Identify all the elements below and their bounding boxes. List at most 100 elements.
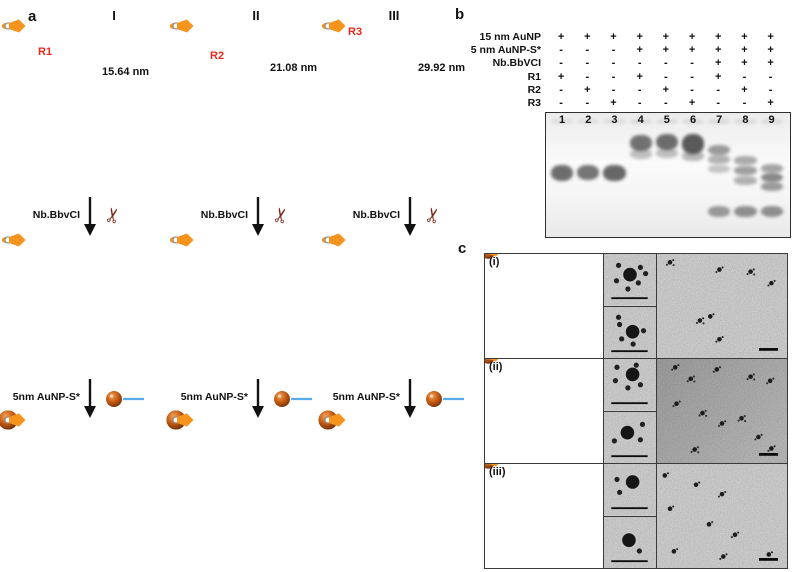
tem-dot-cluster	[697, 318, 703, 323]
tem-dot-cluster	[672, 365, 678, 370]
tem-satellite-dot	[625, 385, 631, 391]
arm-arrow-icon	[329, 413, 346, 427]
schematic-assembled-mini	[485, 359, 499, 364]
plus-minus-cell: -	[690, 57, 694, 70]
lane-number: 1	[559, 114, 566, 126]
scissors-icon: ✂	[269, 205, 295, 227]
reaction-step-label: 5nm AuNP-S*	[12, 391, 80, 403]
schematic-initial	[322, 19, 346, 33]
tem-dot-cluster	[692, 447, 697, 452]
tem-satellite-dot	[614, 476, 620, 483]
plus-minus-cell: +	[688, 96, 696, 109]
tem-dot-cluster	[708, 314, 713, 319]
plus-minus-cell: +	[767, 57, 774, 70]
arrow-down-icon	[404, 197, 416, 236]
gel-band	[577, 165, 600, 180]
gel-band	[681, 134, 705, 154]
tem-dot-cluster	[739, 415, 744, 421]
tem-closeup	[604, 359, 656, 411]
gel-band	[734, 166, 757, 175]
plus-minus-cell: -	[637, 83, 642, 96]
scale-bar	[611, 559, 648, 562]
tem-dot-cluster	[667, 506, 673, 512]
tem-closeup	[604, 306, 656, 358]
tem-satellite-dot	[637, 264, 643, 271]
tem-dot-cluster	[769, 446, 774, 451]
lane-number: 4	[637, 114, 644, 126]
arm-length-label: 29.92 nm	[418, 62, 466, 74]
tem-closeup-image	[604, 359, 656, 411]
scale-bar	[611, 402, 648, 405]
aunp-5nm-icon	[426, 391, 464, 407]
plus-minus-cell: +	[741, 83, 748, 96]
tem-dot-cluster	[693, 482, 699, 488]
gel-band	[577, 119, 600, 125]
plus-minus-cell: +	[767, 96, 774, 109]
arm-arrow-icon	[9, 19, 26, 33]
scissors-icon: ✂	[421, 205, 447, 227]
plus-minus-cell: -	[664, 57, 668, 70]
gel-lane: 8	[732, 113, 758, 237]
tem-field-cell	[657, 464, 787, 568]
tem-dot-cluster	[717, 267, 722, 272]
tem-dot-cluster	[700, 410, 705, 416]
plus-minus-cell: -	[664, 96, 668, 109]
tem-satellite-dot	[612, 378, 619, 384]
tem-closeup-image	[604, 411, 656, 463]
gel-band	[734, 119, 757, 125]
schematic-assembled	[166, 410, 194, 430]
panel-a-column-i: I R1 15.64 nm Nb.BbvCI ✂ 5nm AuNP-S*	[0, 0, 168, 572]
schematic-cell: (ii)	[485, 359, 603, 463]
reaction-step-label: Nb.BbvCI	[352, 209, 400, 221]
reaction-step: 5nm AuNP-S*	[8, 378, 168, 418]
structure-numeral: III	[388, 8, 400, 23]
tem-satellite-dot	[617, 321, 623, 327]
schematic-assembled-mini	[485, 464, 499, 469]
plus-minus-cell: +	[636, 70, 643, 83]
tem-satellite-dot	[615, 314, 622, 320]
tem-field-image	[657, 464, 787, 568]
plus-minus-cell: -	[611, 70, 616, 83]
gel-lane: 2	[575, 113, 601, 237]
plus-minus-cell: +	[662, 44, 670, 57]
gel-band	[708, 206, 731, 218]
tem-closeup-cell	[604, 464, 656, 568]
arrow-down-icon	[84, 379, 96, 418]
tem-satellite-dot	[637, 382, 643, 388]
plus-minus-cell: -	[664, 70, 668, 83]
tem-closeup-stack	[604, 359, 656, 463]
tem-dot-cluster	[748, 374, 753, 379]
tem-closeup	[604, 411, 656, 463]
structure-numeral: I	[112, 8, 116, 23]
tem-dot-cluster	[748, 269, 753, 274]
plus-minus-cell: +	[688, 44, 696, 57]
plus-minus-cell: +	[636, 31, 643, 43]
table-row-label: R3	[527, 96, 541, 109]
schematic-nicked	[322, 233, 346, 247]
gel-band	[551, 165, 574, 182]
plus-minus-cell: -	[585, 57, 590, 70]
plus-minus-cell: +	[741, 44, 748, 57]
gel-band	[708, 145, 731, 156]
panel-b-table: 15 nm AuNP + + + + + + + + +5 nm AuNP-S* - - - + + + + + +…	[452, 31, 784, 110]
gel-band	[655, 147, 678, 158]
gel-band	[629, 119, 652, 125]
gel-band	[760, 119, 783, 125]
aunp-5nm-icon	[274, 391, 312, 407]
tem-closeup-image	[604, 254, 656, 306]
arrow-down-icon	[404, 379, 416, 418]
table-row-label: R1	[527, 70, 541, 83]
schematic-nicked	[2, 233, 26, 247]
arm-arrow-icon	[9, 233, 26, 247]
gel-band	[760, 163, 783, 173]
tem-closeup-cell	[604, 254, 656, 358]
panel-a-column-iii: III R3 29.92 nm Nb.BbvCI ✂ 5nm AuNP-S*	[318, 0, 488, 572]
tem-satellite-dot	[640, 327, 647, 333]
tem-satellite-dot	[613, 278, 620, 284]
arm-arrow-icon	[488, 359, 499, 362]
tem-field-cell	[657, 254, 787, 358]
subpanel-label: (iii)	[489, 466, 506, 478]
gel-band	[629, 148, 652, 159]
release-strand-label: R3	[348, 26, 363, 38]
